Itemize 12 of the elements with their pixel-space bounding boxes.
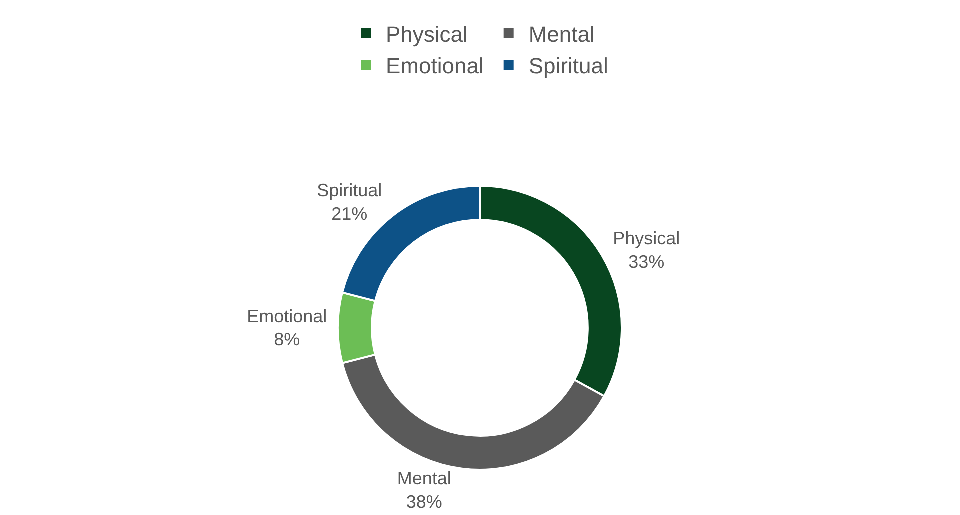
legend-label: Mental — [528, 22, 595, 47]
slice-label: Emotional — [247, 306, 328, 326]
slice-label: Spiritual — [317, 180, 382, 201]
data-label: 38% — [406, 492, 442, 512]
slice-label: Physical — [613, 228, 680, 248]
legend-label: Spiritual — [528, 54, 608, 79]
data-label: 8% — [274, 330, 300, 350]
slice-label: Mental — [397, 468, 452, 489]
legend-label: Emotional — [386, 54, 484, 79]
data-label: 33% — [628, 252, 665, 272]
legend-label: Physical — [386, 22, 468, 47]
data-label: 21% — [332, 204, 368, 224]
